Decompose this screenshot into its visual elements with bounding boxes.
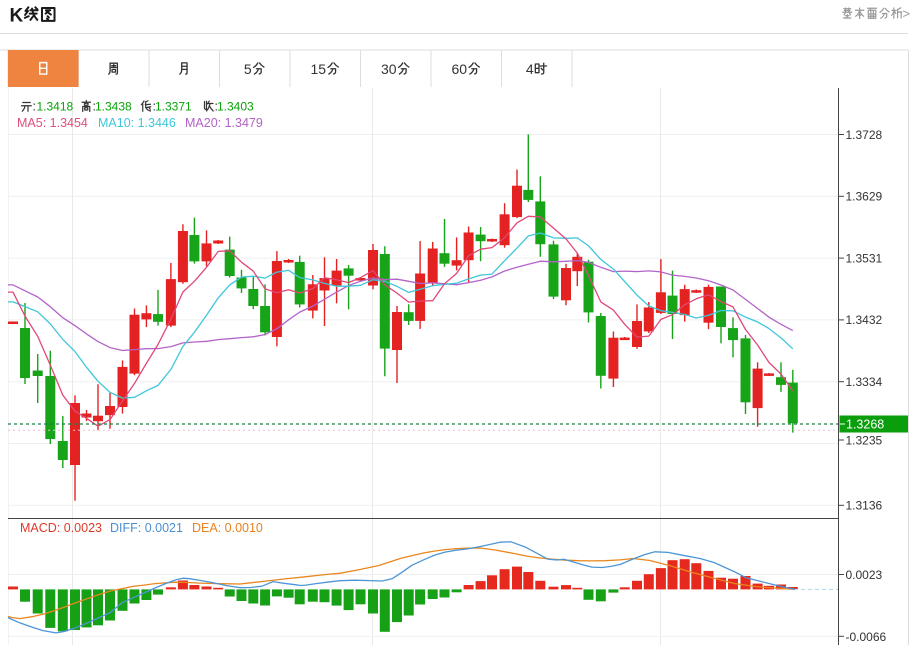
svg-text:>: > bbox=[903, 6, 911, 21]
svg-text:1.3403: 1.3403 bbox=[217, 100, 254, 114]
svg-text:K: K bbox=[10, 6, 24, 27]
svg-text:MACD: 0.0023: MACD: 0.0023 bbox=[20, 521, 102, 535]
svg-text:DIFF: 0.0021: DIFF: 0.0021 bbox=[110, 521, 183, 535]
svg-text:1.3136: 1.3136 bbox=[846, 499, 883, 513]
svg-text:1.3728: 1.3728 bbox=[846, 128, 883, 142]
svg-text:MA20: 1.3479: MA20: 1.3479 bbox=[185, 116, 263, 130]
svg-text::: : bbox=[33, 100, 36, 114]
svg-text:30: 30 bbox=[381, 61, 397, 77]
svg-text:1.3418: 1.3418 bbox=[37, 100, 74, 114]
svg-text:1.3531: 1.3531 bbox=[846, 251, 883, 265]
svg-text:60: 60 bbox=[451, 61, 467, 77]
svg-text:0.0023: 0.0023 bbox=[846, 568, 883, 582]
svg-text:MA10: 1.3446: MA10: 1.3446 bbox=[98, 116, 176, 130]
svg-text:1.3371: 1.3371 bbox=[155, 100, 192, 114]
svg-text:1.3438: 1.3438 bbox=[95, 100, 132, 114]
svg-text:1.3268: 1.3268 bbox=[846, 418, 884, 432]
svg-text:1.3432: 1.3432 bbox=[846, 313, 883, 327]
svg-text:DEA: 0.0010: DEA: 0.0010 bbox=[192, 521, 263, 535]
svg-text:1.3334: 1.3334 bbox=[846, 375, 883, 389]
svg-text:4: 4 bbox=[526, 61, 534, 77]
svg-text:5: 5 bbox=[244, 61, 252, 77]
svg-text:15: 15 bbox=[310, 61, 326, 77]
svg-text:-0.0066: -0.0066 bbox=[846, 630, 887, 644]
svg-text:1.3629: 1.3629 bbox=[846, 190, 883, 204]
svg-text:1.3235: 1.3235 bbox=[846, 433, 883, 447]
svg-text:MA5: 1.3454: MA5: 1.3454 bbox=[17, 116, 88, 130]
